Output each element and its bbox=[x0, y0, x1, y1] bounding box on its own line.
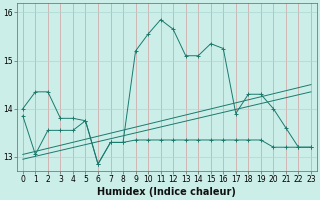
X-axis label: Humidex (Indice chaleur): Humidex (Indice chaleur) bbox=[98, 187, 236, 197]
